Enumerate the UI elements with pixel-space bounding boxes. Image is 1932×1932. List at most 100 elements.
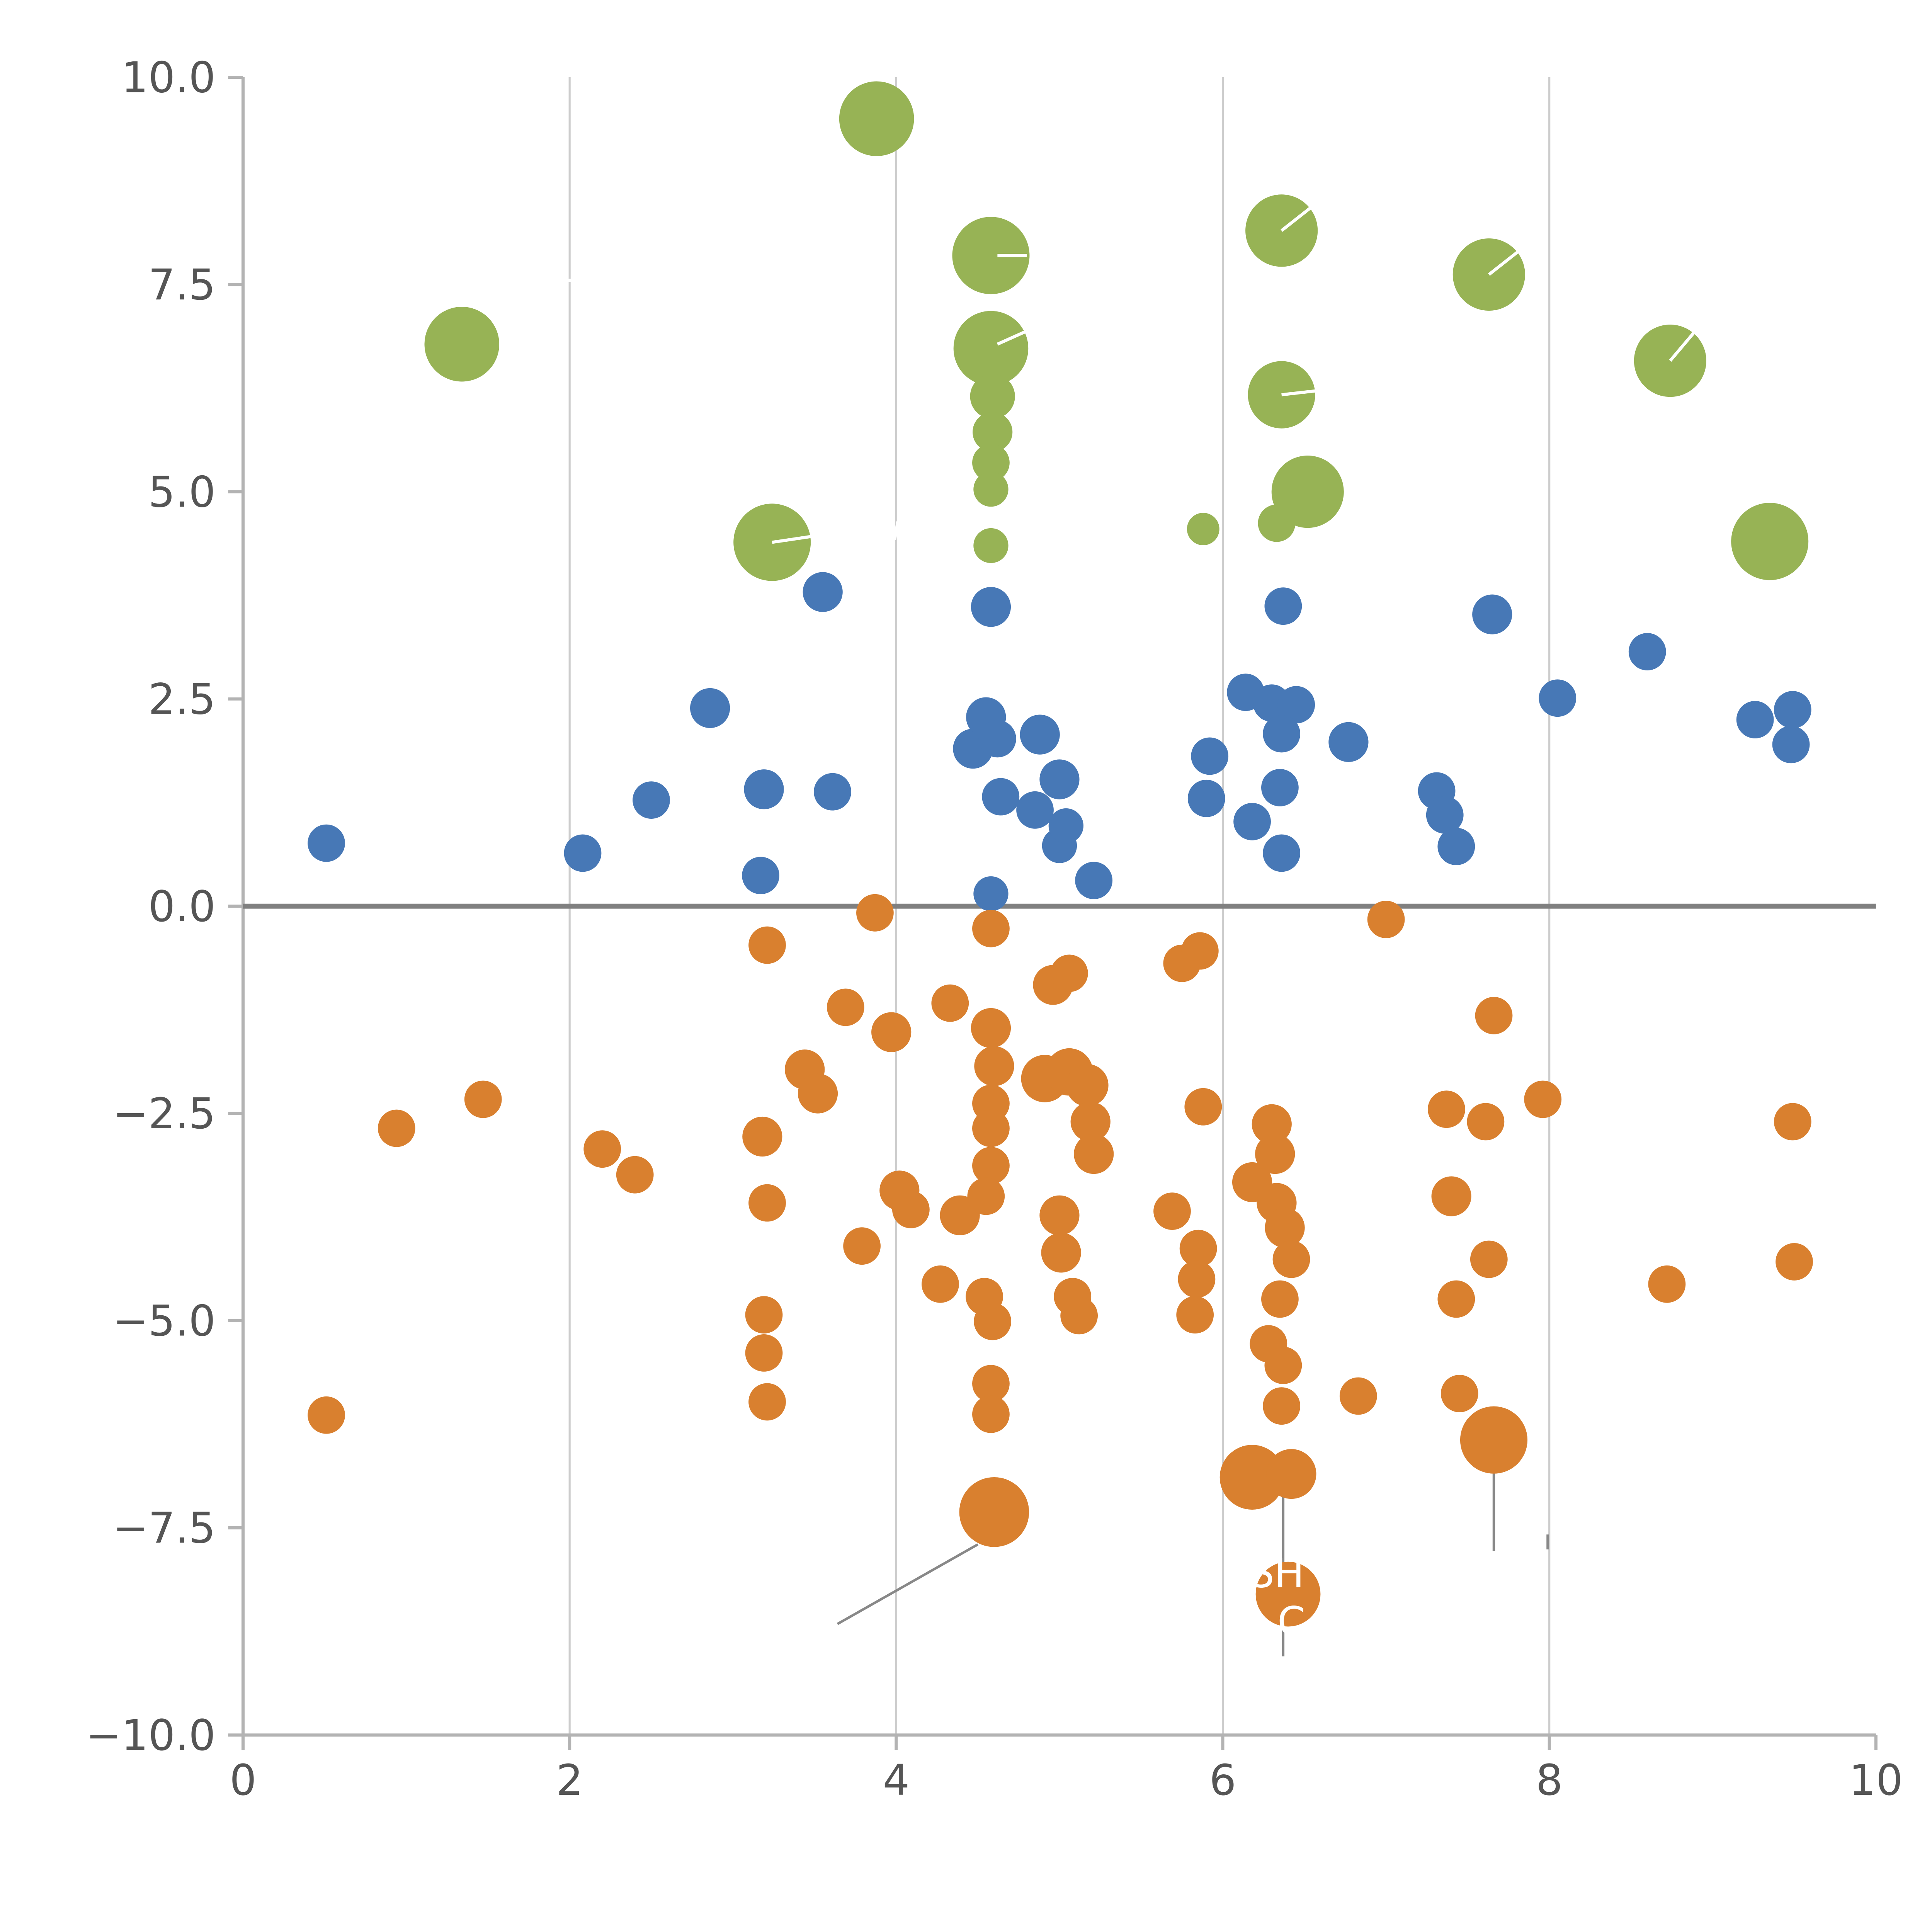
data-point-orange-dots [1050,954,1088,992]
y-tick-label: 7.5 [148,260,216,310]
data-point-orange-dots [616,1156,654,1194]
data-point-orange-dots [972,1365,1010,1403]
data-point-blue-dots [1437,828,1475,866]
y-tick-label: −10.0 [86,1711,216,1760]
data-point-orange-dots [1440,1375,1478,1412]
data-point-blue-dots [1772,726,1810,764]
data-point-orange-dots [1431,1176,1471,1216]
x-tick-label: 4 [883,1755,910,1805]
data-point-orange-dots [1179,1230,1217,1267]
data-point-orange-dots [1470,1240,1508,1278]
data-point-orange-dots [1774,1103,1811,1141]
data-point-orange-dots [1176,1296,1214,1334]
data-point-blue-dots [564,834,602,872]
data-point-orange-dots [1153,1192,1191,1230]
data-point-blue-dots [973,876,1009,912]
data-point-orange-dots [1272,1240,1310,1278]
data-point-orange-dots [1074,1134,1114,1174]
annotation-white-tick [1488,247,1523,276]
data-point-green-large-bubbles [733,503,811,581]
data-point-orange-dots [1184,1088,1222,1126]
data-point-orange-dots [1265,1208,1305,1248]
data-point-green-large-bubbles [424,306,500,382]
data-point-green-large-bubbles [973,412,1013,452]
x-tick-label: 2 [556,1755,583,1805]
annotation-white-tick [893,521,900,540]
data-point-orange-dots [972,1109,1010,1147]
data-point-orange-dots [1475,997,1513,1034]
data-point-orange-dots [745,1334,783,1372]
data-point-orange-dots [967,1177,1005,1215]
data-point-blue-dots [633,781,670,819]
data-point-green-large-bubbles [1187,513,1219,546]
data-point-blue-dots [1426,796,1464,834]
data-point-orange-dots [1428,1090,1465,1128]
data-point-orange-dots [1367,901,1405,938]
y-tick-label: 10.0 [121,53,216,102]
data-point-blue-dots [971,587,1011,627]
annotation-white-tick [997,330,1026,346]
data-point-orange-dots [748,1184,786,1222]
data-point-orange-dots [1181,932,1219,970]
data-point-orange-dots [1263,1387,1301,1425]
data-point-orange-dots [1648,1265,1686,1303]
data-point-blue-dots [1736,701,1774,738]
data-point-orange-dots [971,1008,1011,1048]
data-point-blue-dots [1628,633,1666,670]
data-point-orange-dots [1266,1449,1316,1499]
annotation-white-tick [772,535,812,544]
data-point-orange-dots [1070,1102,1111,1142]
data-point-orange-dots [1060,1297,1098,1335]
data-point-orange-dots [974,1046,1014,1086]
data-point-orange-dots [892,1190,930,1228]
data-point-orange-dots [1467,1103,1505,1141]
data-point-blue-dots [1020,714,1060,755]
data-point-orange-dots [972,910,1010,947]
data-point-green-large-bubbles [973,471,1009,507]
data-point-blue-dots [1472,594,1512,634]
data-point-orange-dots [798,1073,838,1114]
data-point-green-large-bubbles [1271,456,1344,528]
y-tick-label: 5.0 [148,467,216,517]
data-point-orange-dots [827,988,864,1026]
data-point-blue-dots [1539,679,1577,717]
data-point-orange-dots [1066,1064,1109,1107]
data-point-orange-dots [1255,1134,1295,1174]
data-point-blue-dots [1016,791,1054,829]
data-point-blue-dots [982,778,1020,816]
data-point-orange-dots [745,1296,783,1334]
data-point-blue-dots [742,857,780,895]
data-point-blue-dots [1075,862,1113,900]
y-tick-label: 0.0 [148,882,216,931]
data-point-orange-dots [1524,1080,1562,1118]
data-point-orange-dots [748,926,786,964]
y-tick-label: −7.5 [113,1503,216,1553]
data-point-blue-dots [1263,834,1301,872]
data-point-blue-dots [1774,691,1811,729]
data-point-orange-dots [1437,1280,1475,1318]
data-point-orange-dots [1178,1260,1216,1298]
data-point-blue-dots [814,773,851,811]
data-point-blue-dots [1328,722,1369,762]
data-point-orange-dots [931,984,969,1022]
data-point-orange-dots [1041,1233,1081,1273]
data-point-blue-dots [978,720,1016,758]
data-point-orange-dots [1460,1406,1528,1474]
x-tick-label: 10 [1849,1755,1903,1805]
x-tick-label: 6 [1209,1755,1236,1805]
data-point-orange-dots [856,894,894,932]
data-point-orange-dots [464,1080,502,1118]
data-point-blue-dots [803,572,843,612]
data-point-orange-dots [1776,1243,1813,1281]
data-point-green-large-bubbles [952,217,1030,294]
data-point-blue-dots [1233,803,1271,840]
data-point-orange-dots [1219,1445,1285,1510]
y-tick-label: −2.5 [113,1089,216,1138]
data-point-blue-dots [690,688,730,728]
data-point-blue-dots [744,769,784,810]
data-point-orange-dots [871,1012,912,1052]
data-point-orange-dots [748,1383,786,1421]
